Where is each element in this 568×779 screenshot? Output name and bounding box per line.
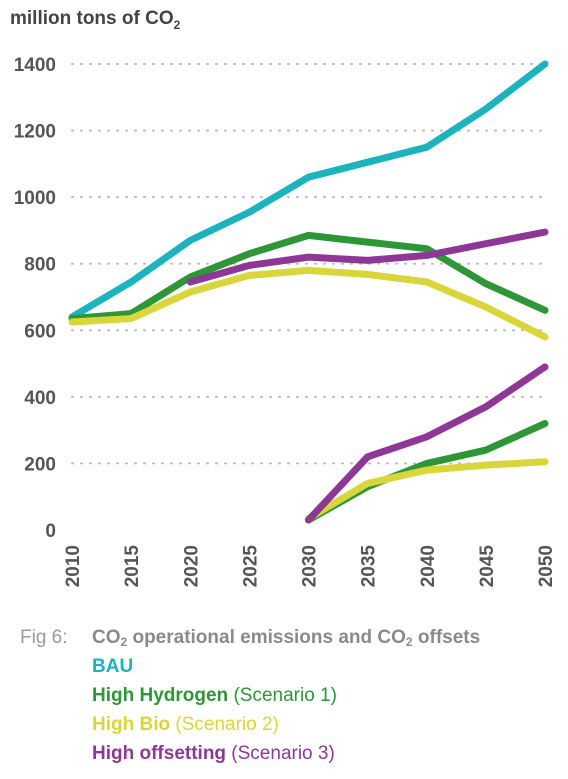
legend-entry-note: (Scenario 2): [170, 714, 279, 735]
x-axis-ticks: 2010 2015 2020 2025 2030 2035 2040 2045 2050: [63, 545, 557, 588]
x-tick-label: 2015: [122, 545, 143, 588]
figure-caption: Fig 6: CO2 operational emissions and CO2 …: [20, 623, 565, 768]
y-tick-label: 0: [45, 521, 56, 542]
legend-entry: BAU: [20, 652, 565, 681]
figure-number: Fig 6:: [20, 627, 68, 648]
line-chart: million tons of CO2 1400 1200 1000 800 600 40…: [10, 8, 557, 588]
y-tick-label: 400: [24, 388, 56, 409]
legend-entry-name: High offsetting: [92, 743, 227, 764]
series-line-high-bio: [68, 266, 549, 341]
legend-entry-note: (Scenario 1): [228, 685, 337, 706]
y-axis-label: million tons of CO2: [10, 8, 181, 32]
y-axis-ticks: 1400 1200 1000 800 600 400 200 0: [14, 55, 56, 542]
series-line-high-offsetting: [186, 228, 549, 286]
y-tick-label: 800: [24, 255, 56, 276]
x-tick-label: 2010: [63, 545, 84, 587]
legend-entry: High offsetting (Scenario 3): [20, 739, 565, 768]
x-tick-label: 2050: [536, 545, 557, 587]
figure-title: CO2 operational emissions and CO2 offset…: [92, 627, 481, 649]
legend-entry: High Hydrogen (Scenario 1): [20, 681, 565, 710]
y-tick-label: 200: [24, 454, 56, 475]
x-tick-label: 2025: [240, 545, 261, 588]
series-line-high-bio-offsets: [305, 458, 549, 522]
series-lines: [68, 60, 549, 524]
y-tick-label: 600: [24, 321, 56, 342]
series-line-bau: [68, 60, 549, 321]
series-line-high-offsetting-offsets: [305, 363, 549, 524]
y-tick-label: 1000: [14, 188, 56, 209]
x-tick-label: 2020: [181, 545, 202, 587]
legend-entry-name: High Hydrogen: [92, 685, 229, 706]
legend-entry: High Bio (Scenario 2): [20, 710, 565, 739]
legend-entry-name: High Bio: [92, 714, 171, 735]
legend: BAU High Hydrogen (Scenario 1) High Bio (S…: [20, 652, 565, 768]
x-tick-label: 2035: [359, 545, 380, 588]
series-line-high-hydrogen: [68, 231, 549, 323]
legend-entry-name: BAU: [92, 656, 134, 677]
x-tick-label: 2040: [418, 545, 439, 587]
x-tick-label: 2030: [300, 545, 321, 587]
x-tick-label: 2045: [477, 545, 498, 588]
y-tick-label: 1400: [14, 55, 56, 76]
legend-entry-note: (Scenario 3): [226, 743, 335, 764]
y-tick-label: 1200: [14, 122, 56, 143]
gridlines: [71, 63, 546, 465]
